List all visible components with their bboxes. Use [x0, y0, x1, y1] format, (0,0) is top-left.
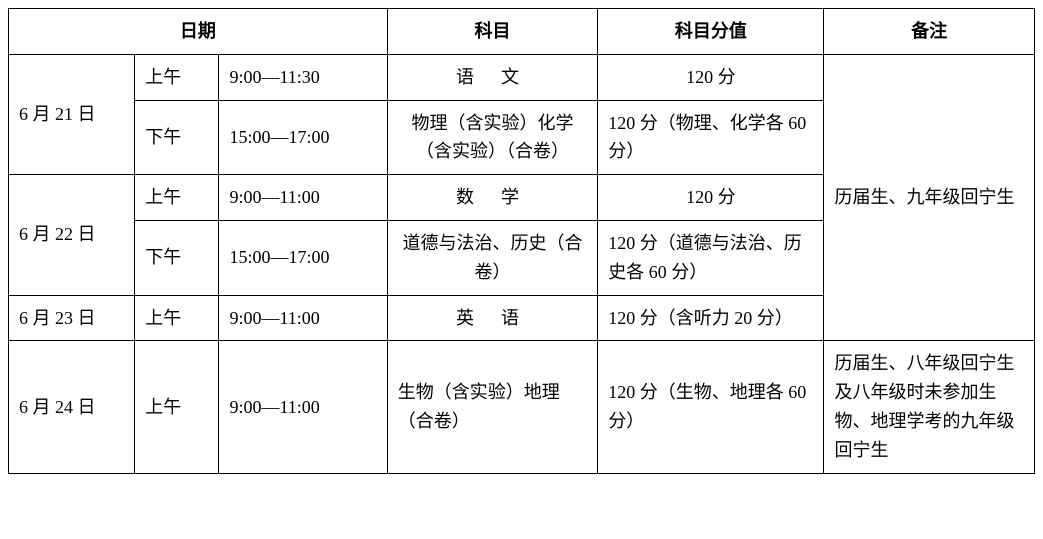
cell-date: 6 月 21 日 [9, 54, 135, 174]
cell-ampm: 下午 [135, 220, 219, 295]
cell-subject: 道德与法治、历史（合卷） [387, 220, 597, 295]
cell-ampm: 上午 [135, 54, 219, 100]
cell-ampm: 上午 [135, 341, 219, 473]
cell-subject: 语文 [387, 54, 597, 100]
cell-subject: 生物（含实验）地理（合卷） [387, 341, 597, 473]
cell-score: 120 分 [598, 175, 824, 221]
cell-time: 9:00—11:00 [219, 175, 387, 221]
cell-ampm: 上午 [135, 175, 219, 221]
header-subject: 科目 [387, 9, 597, 55]
cell-subject: 数学 [387, 175, 597, 221]
cell-note-block1: 历届生、九年级回宁生 [824, 54, 1035, 341]
cell-score: 120 分（生物、地理各 60 分） [598, 341, 824, 473]
cell-time: 15:00—17:00 [219, 220, 387, 295]
table-row: 6 月 21 日 上午 9:00—11:30 语文 120 分 历届生、九年级回… [9, 54, 1035, 100]
cell-time: 9:00—11:30 [219, 54, 387, 100]
cell-score: 120 分（道德与法治、历史各 60 分） [598, 220, 824, 295]
cell-subject: 物理（含实验）化学（含实验）（合卷） [387, 100, 597, 175]
table-header-row: 日期 科目 科目分值 备注 [9, 9, 1035, 55]
cell-date: 6 月 22 日 [9, 175, 135, 295]
table-row: 6 月 24 日 上午 9:00—11:00 生物（含实验）地理（合卷） 120… [9, 341, 1035, 473]
cell-subject: 英语 [387, 295, 597, 341]
header-date: 日期 [9, 9, 388, 55]
header-note: 备注 [824, 9, 1035, 55]
cell-time: 9:00—11:00 [219, 341, 387, 473]
cell-date: 6 月 23 日 [9, 295, 135, 341]
cell-time: 15:00—17:00 [219, 100, 387, 175]
cell-time: 9:00—11:00 [219, 295, 387, 341]
cell-note-block2: 历届生、八年级回宁生及八年级时未参加生物、地理学考的九年级回宁生 [824, 341, 1035, 473]
cell-score: 120 分（物理、化学各 60 分） [598, 100, 824, 175]
exam-schedule-table: 日期 科目 科目分值 备注 6 月 21 日 上午 9:00—11:30 语文 … [8, 8, 1035, 474]
cell-ampm: 上午 [135, 295, 219, 341]
cell-ampm: 下午 [135, 100, 219, 175]
cell-date: 6 月 24 日 [9, 341, 135, 473]
cell-score: 120 分 [598, 54, 824, 100]
header-score: 科目分值 [598, 9, 824, 55]
cell-score: 120 分（含听力 20 分） [598, 295, 824, 341]
